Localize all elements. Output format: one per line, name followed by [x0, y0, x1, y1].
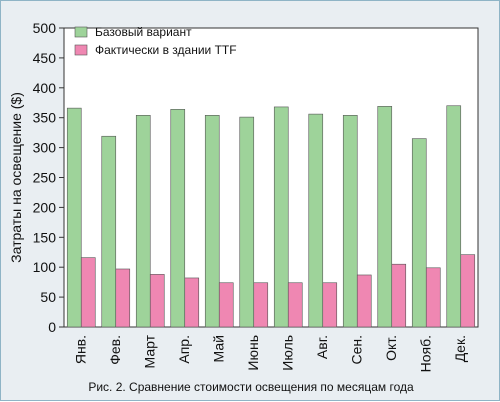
legend-label-actual: Фактически в здании TTF: [95, 43, 237, 57]
y-axis-label: Затраты на освещение ($): [8, 92, 24, 263]
bar-actual: [115, 268, 131, 328]
bar-actual: [391, 263, 407, 328]
bar-base: [411, 138, 427, 328]
y-tick-label: 100: [33, 259, 57, 275]
plot-area: [63, 27, 479, 328]
x-tick-label: Сен.: [348, 335, 364, 365]
bar-actual: [184, 277, 200, 328]
x-tick-label: Авг.: [314, 335, 330, 359]
x-tick-label: Май: [210, 335, 226, 362]
bar-actual: [218, 282, 234, 328]
figure-caption: Рис. 2. Сравнение стоимости освещения по…: [88, 380, 414, 394]
legend-swatch-base: [74, 26, 88, 38]
bar-base: [204, 115, 220, 328]
bar-actual: [322, 282, 338, 328]
bar-base: [66, 107, 82, 328]
bar-base: [135, 115, 151, 328]
x-tick-label: Окт.: [383, 335, 399, 361]
x-tick-label: Янв.: [72, 335, 88, 364]
y-tick-label: 200: [33, 199, 57, 215]
bar-actual: [425, 267, 441, 328]
bar-base: [101, 135, 117, 328]
y-tick-label: 350: [33, 110, 57, 126]
bar-base: [239, 116, 255, 328]
x-tick-label: Нояб.: [417, 335, 433, 372]
y-axis-ticks: 0 50 100 150 200 250 300 350 400 450 500: [33, 20, 64, 335]
x-tick-label: Дек.: [452, 335, 468, 362]
bar-base: [308, 113, 324, 328]
y-tick-label: 50: [40, 289, 56, 305]
x-tick-label: Июль: [279, 335, 295, 371]
x-tick-label: Фев.: [107, 335, 123, 365]
y-tick-label: 400: [33, 80, 57, 96]
bar-base: [342, 115, 358, 328]
bar-base: [170, 109, 186, 328]
y-tick-label: 0: [48, 319, 56, 335]
bar-base: [377, 106, 393, 328]
legend-label-base: Базовый вариант: [95, 25, 192, 39]
bar-actual: [149, 274, 165, 328]
bar-actual: [253, 282, 269, 328]
bar-actual: [460, 254, 476, 328]
legend: Базовый вариант Фактически в здании TTF: [74, 25, 237, 57]
bar-actual: [80, 257, 96, 328]
bar-base: [446, 105, 462, 328]
y-tick-label: 500: [33, 20, 57, 36]
legend-swatch-actual: [74, 44, 88, 56]
bars: [66, 105, 476, 328]
bar-actual: [287, 282, 303, 328]
y-tick-label: 150: [33, 229, 57, 245]
bar-base: [273, 106, 289, 328]
bar-actual: [356, 274, 372, 328]
x-tick-label: Апр.: [176, 335, 192, 364]
y-tick-label: 300: [33, 140, 57, 156]
x-tick-label: Март: [141, 334, 157, 368]
y-tick-label: 250: [33, 170, 57, 186]
x-axis-ticks: Янв. Фев. Март Апр. Май Июнь Июль Авг. Сен. Окт. Н…: [72, 334, 468, 372]
y-tick-label: 450: [33, 50, 57, 66]
x-tick-label: Июнь: [245, 335, 261, 371]
